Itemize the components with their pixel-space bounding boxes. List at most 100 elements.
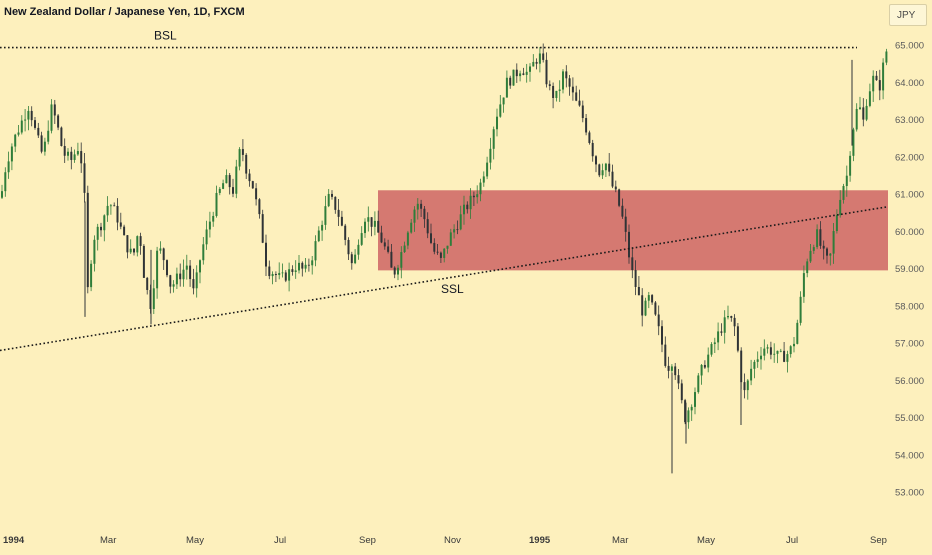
ssl-label: SSL [441, 282, 464, 296]
candle [383, 238, 386, 250]
candle-body [225, 175, 228, 184]
candle [793, 336, 795, 353]
candle [331, 190, 333, 200]
candle [489, 137, 492, 170]
candle [443, 248, 446, 263]
candle-body [519, 73, 522, 77]
candle [657, 305, 660, 336]
candle-body [126, 235, 129, 253]
candle [723, 310, 726, 344]
candle [634, 260, 637, 296]
candle [301, 261, 304, 277]
candle [872, 70, 875, 102]
candle [509, 75, 512, 89]
candle [733, 314, 736, 336]
candle-body [195, 272, 198, 289]
candle-body [377, 220, 380, 233]
candle [245, 153, 248, 180]
candle-body [76, 151, 79, 155]
candle-body [222, 183, 225, 189]
candle-body [248, 173, 251, 182]
currency-label[interactable]: JPY [889, 4, 927, 26]
candle-body [67, 151, 69, 156]
candle [40, 131, 43, 154]
candle-body [367, 217, 370, 222]
candle [469, 188, 472, 219]
candle [208, 211, 211, 238]
candle-body [60, 127, 63, 147]
candle-body [324, 206, 327, 225]
candle [274, 271, 277, 283]
candle-body [608, 163, 611, 172]
candle-body [472, 195, 475, 198]
candle [314, 235, 317, 267]
candle-body [123, 226, 126, 236]
candle [463, 195, 465, 225]
candle-body [182, 269, 185, 280]
candle [637, 276, 640, 296]
candle-body [872, 75, 875, 92]
candle [783, 342, 786, 363]
candle [720, 323, 723, 336]
candle-body [865, 105, 868, 120]
candle-body [812, 247, 815, 251]
candle-body [581, 105, 584, 119]
candle [862, 98, 865, 127]
candle [806, 258, 809, 278]
candle-body [786, 354, 789, 362]
candle [453, 224, 456, 239]
candle-body [47, 130, 50, 142]
candle [812, 244, 815, 254]
candle-body [139, 236, 142, 246]
candle-body [215, 192, 218, 216]
candle-body [756, 359, 759, 362]
candle-body [822, 245, 825, 249]
candle [133, 248, 135, 256]
candle [522, 67, 525, 76]
candle [271, 271, 274, 285]
candle [641, 288, 644, 327]
candle [776, 350, 779, 364]
candle-body [538, 53, 541, 64]
candle [631, 247, 634, 279]
candle-body [57, 115, 60, 128]
candle [34, 117, 36, 130]
candle [192, 268, 195, 295]
candle [159, 241, 162, 254]
candle [644, 297, 647, 317]
candle-body [862, 107, 865, 120]
candle-body [179, 273, 182, 280]
candle-body [360, 233, 363, 245]
candle [690, 404, 693, 421]
candle-body [413, 209, 416, 223]
candle [479, 178, 482, 202]
candle-body [690, 406, 693, 411]
y-tick-label: 60.000 [895, 227, 924, 238]
candle [420, 199, 423, 218]
candle [532, 54, 535, 67]
candle [152, 279, 155, 315]
candle-body [568, 78, 571, 87]
candle-body [476, 194, 479, 198]
candle-body [307, 264, 310, 266]
candle [251, 180, 254, 189]
candle-body [453, 229, 456, 233]
candle-body [245, 154, 248, 174]
x-tick-label: 1994 [3, 535, 25, 546]
candle-body [525, 71, 528, 75]
candle-body [446, 245, 449, 249]
candle-body [826, 248, 828, 256]
candle [423, 205, 426, 228]
candle-body [677, 375, 680, 384]
candle [789, 345, 792, 358]
candle-body [552, 85, 555, 98]
candle-body [43, 141, 46, 152]
candle-body [218, 188, 221, 193]
candle-body [119, 222, 122, 227]
candle-body [255, 188, 258, 200]
candle [83, 152, 86, 203]
candle-body [776, 350, 779, 354]
candle-body [410, 222, 413, 233]
